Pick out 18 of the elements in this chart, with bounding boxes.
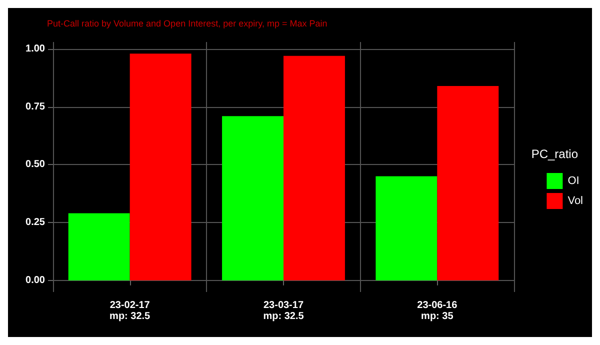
y-tick-label: 0.75 (26, 101, 46, 112)
legend-title: PC_ratio (531, 147, 578, 161)
bar (130, 54, 192, 280)
x-tick-label: 23-03-17 mp: 32.5 (263, 300, 304, 322)
y-tick-label: 0.50 (26, 159, 46, 170)
chart-subtitle: Put-Call ratio by Volume and Open Interest, per expiry, mp = Max Pain (47, 18, 328, 28)
bar (284, 56, 345, 280)
bar (437, 86, 499, 280)
x-tick-label: 23-06-16 mp: 35 (417, 300, 458, 322)
x-tick-label: 23-02-17 mp: 32.5 (110, 300, 151, 322)
bar (376, 176, 438, 280)
bar (68, 213, 130, 280)
bar (222, 116, 284, 280)
y-tick-label: 0.25 (26, 217, 46, 228)
y-tick-label: 0.00 (26, 274, 46, 286)
legend-label: Vol (568, 195, 584, 207)
legend-label: OI (568, 175, 580, 187)
y-tick-label: 1.00 (26, 43, 46, 54)
